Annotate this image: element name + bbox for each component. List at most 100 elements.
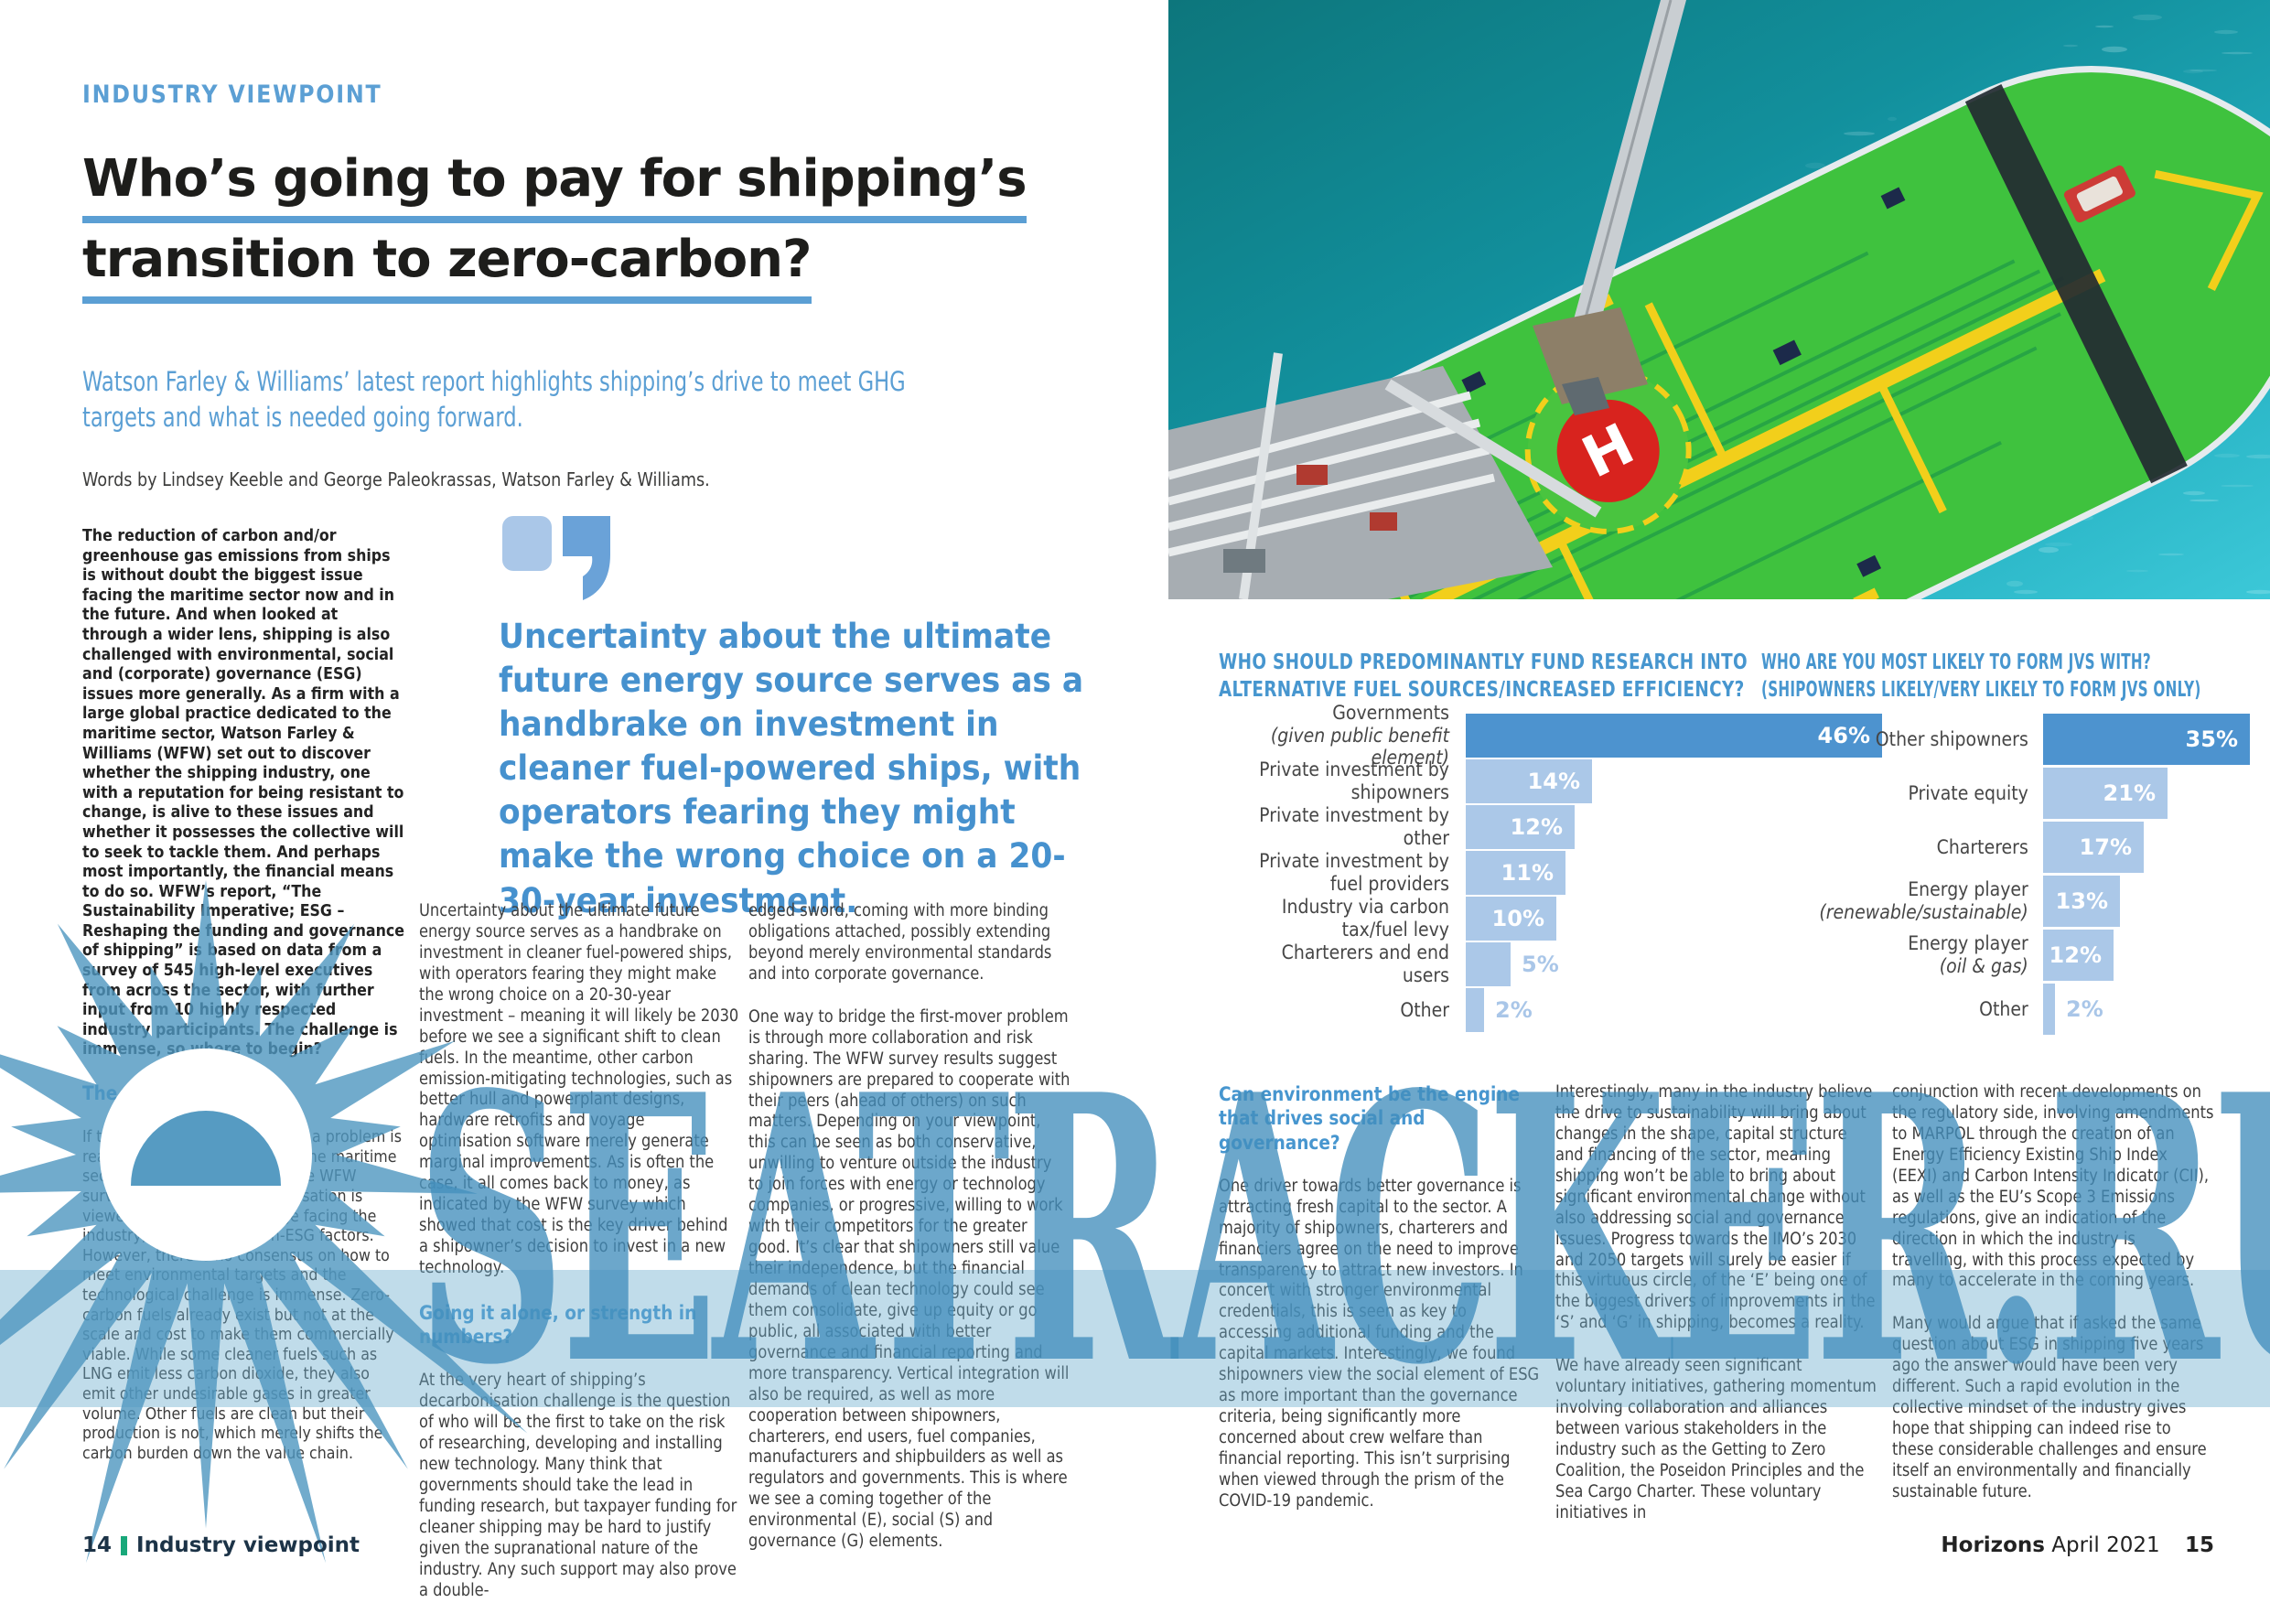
chart-row-label: Private investment by other bbox=[1259, 804, 1449, 849]
chart-title-line2: ALTERNATIVE FUEL SOURCES/INCREASED EFFIC… bbox=[1219, 677, 1745, 702]
chart-bar bbox=[2043, 984, 2055, 1035]
article-standfirst: Watson Farley & Williams’ latest report … bbox=[82, 366, 906, 433]
chart-row: Private investment by fuel providers 11% bbox=[1219, 850, 1914, 895]
quote-icon bbox=[502, 516, 610, 600]
paragraph: conjunction with recent developments on … bbox=[1892, 1082, 2214, 1291]
chart-title: WHO SHOULD PREDOMINANTLY FUND RESEARCH I… bbox=[1219, 650, 1775, 704]
chart-value-label: 12% bbox=[2049, 942, 2102, 968]
deck-dark-strip bbox=[1964, 83, 2188, 484]
paragraph: edged sword, coming with more binding ob… bbox=[748, 901, 1052, 984]
article-title: Who’s going to pay for shipping’s transi… bbox=[82, 154, 1027, 315]
chart-row: Private equity 21% bbox=[1761, 768, 2270, 819]
paragraph: One driver towards better governance is … bbox=[1219, 1176, 1540, 1511]
jetty bbox=[1533, 0, 1686, 415]
chart-rows: Governments (given public benefit elemen… bbox=[1219, 702, 1914, 1034]
chart-value-label: 12% bbox=[1510, 814, 1563, 840]
right-page-number: 15 bbox=[2184, 1533, 2214, 1557]
chart-title: WHO ARE YOU MOST LIKELY TO FORM JVS WITH… bbox=[1761, 650, 2200, 704]
chart-bar: 35% bbox=[2043, 714, 2250, 765]
chart-bar: 14% bbox=[1466, 759, 1592, 803]
paragraph: Many would argue that if asked the same … bbox=[1892, 1314, 2207, 1501]
chart-row: Industry via carbon tax/fuel levy 10% bbox=[1219, 896, 1914, 941]
chart-bar: 12% bbox=[1466, 805, 1575, 849]
chart-title-line2: (SHIPOWNERS LIKELY/VERY LIKELY TO FORM J… bbox=[1761, 677, 2201, 702]
bow-structure-roof bbox=[2076, 176, 2123, 212]
chart-value-label: 2% bbox=[1495, 997, 1533, 1023]
chart-form-jvs: WHO ARE YOU MOST LIKELY TO FORM JVS WITH… bbox=[1761, 650, 2270, 1043]
chart-bar: 21% bbox=[2043, 768, 2168, 819]
article-title-line1: Who’s going to pay for shipping’s bbox=[82, 154, 1027, 223]
watermark-text: SEATRACKER.RU bbox=[416, 1016, 2270, 1446]
chart-bar bbox=[1466, 942, 1511, 986]
chart-row: Charterers and end users 5% bbox=[1219, 941, 1914, 986]
chart-row-label: Energy player (renewable/sustainable) bbox=[1819, 878, 2028, 923]
body-column-5: Interestingly, many in the industry beli… bbox=[1555, 1082, 1877, 1546]
chart-row-label: Private investment by shipowners bbox=[1259, 758, 1449, 803]
chart-fund-research: WHO SHOULD PREDOMINANTLY FUND RESEARCH I… bbox=[1219, 650, 1914, 1043]
magazine-name: Horizons bbox=[1941, 1533, 2045, 1557]
ship-aerial-photo: H bbox=[1168, 0, 2270, 599]
chart-row: Private investment by other 12% bbox=[1219, 804, 1914, 849]
paragraph: Interestingly, many in the industry beli… bbox=[1555, 1082, 1876, 1333]
chart-bar: 13% bbox=[2043, 876, 2120, 927]
chart-title-line1: WHO SHOULD PREDOMINANTLY FUND RESEARCH I… bbox=[1219, 651, 1748, 674]
chart-row: Energy player (renewable/sustainable) 13% bbox=[1761, 876, 2270, 927]
chart-row: Charterers 17% bbox=[1761, 822, 2270, 873]
chart-value-label: 2% bbox=[2066, 996, 2103, 1022]
chart-row-label: Industry via carbon tax/fuel levy bbox=[1281, 896, 1449, 941]
chart-value-label: 13% bbox=[2055, 888, 2108, 914]
chart-value-label: 17% bbox=[2079, 834, 2132, 860]
chart-value-label: 14% bbox=[1527, 769, 1580, 794]
pull-quote: Uncertainty about the ultimate future en… bbox=[499, 617, 1084, 920]
chart-value-label: 46% bbox=[1817, 723, 1870, 748]
article-byline: Words by Lindsey Keeble and George Paleo… bbox=[82, 468, 710, 490]
left-footer-label: Industry viewpoint bbox=[136, 1533, 360, 1557]
chart-row-label: Private equity bbox=[1908, 781, 2028, 804]
right-footer: Horizons April 2021 15 bbox=[1941, 1533, 2214, 1557]
left-footer: 14 Industry viewpoint bbox=[82, 1533, 360, 1557]
footer-divider bbox=[121, 1536, 128, 1555]
chart-row-label: Charterers bbox=[1936, 835, 2028, 858]
chart-row-label: Other bbox=[1400, 998, 1449, 1021]
chart-bar: 11% bbox=[1466, 851, 1565, 895]
chart-bar: 12% bbox=[2043, 930, 2114, 981]
chart-row-label: Other bbox=[1979, 997, 2028, 1020]
body-column-4: Can environment be the engine that drive… bbox=[1219, 1082, 1541, 1534]
chart-row: Private investment by shipowners 14% bbox=[1219, 758, 1914, 803]
article-title-line2: transition to zero-carbon? bbox=[82, 234, 812, 304]
paragraph: We have already seen significant volunta… bbox=[1555, 1356, 1877, 1522]
chart-row: Energy player (oil & gas) 12% bbox=[1761, 930, 2270, 981]
chart-title-line1: WHO ARE YOU MOST LIKELY TO FORM JVS WITH… bbox=[1761, 651, 2151, 674]
chart-bar: 17% bbox=[2043, 822, 2144, 873]
chart-row: Governments (given public benefit elemen… bbox=[1219, 702, 1914, 769]
chart-value-label: 5% bbox=[1522, 952, 1559, 977]
chart-value-label: 21% bbox=[2103, 780, 2156, 806]
chart-row-label: Charterers and end users bbox=[1281, 941, 1449, 986]
chart-row-label: Private investment by fuel providers bbox=[1259, 850, 1449, 895]
body-column-3: edged sword, coming with more binding ob… bbox=[748, 901, 1070, 1575]
section-heading-environment-engine: Can environment be the engine that drive… bbox=[1219, 1083, 1520, 1154]
watermark-sun-icon bbox=[0, 880, 528, 1564]
chart-bar: 46% bbox=[1466, 714, 1882, 758]
section-eyebrow: INDUSTRY VIEWPOINT bbox=[82, 81, 382, 109]
chart-bar: 10% bbox=[1466, 897, 1556, 941]
chart-value-label: 10% bbox=[1491, 906, 1544, 931]
chart-value-label: 11% bbox=[1501, 860, 1554, 886]
chart-row: Other 2% bbox=[1219, 988, 1914, 1032]
loading-structure bbox=[1168, 352, 1602, 599]
chart-row-label: Other shipowners bbox=[1875, 727, 2028, 750]
paragraph: One way to bridge the first-mover proble… bbox=[748, 1006, 1070, 1552]
body-column-2: Uncertainty about the ultimate future en… bbox=[419, 901, 741, 1624]
chart-bar bbox=[1466, 988, 1484, 1032]
issue-date: April 2021 bbox=[2051, 1533, 2160, 1557]
chart-row-label: Governments (given public benefit elemen… bbox=[1270, 701, 1449, 769]
chart-row: Other 2% bbox=[1761, 984, 2270, 1035]
paragraph: Uncertainty about the ultimate future en… bbox=[419, 901, 739, 1277]
left-page-number: 14 bbox=[82, 1533, 113, 1557]
chart-value-label: 35% bbox=[2185, 726, 2238, 752]
body-column-6: conjunction with recent developments on … bbox=[1892, 1082, 2214, 1525]
section-heading-going-it-alone: Going it alone, or strength in numbers? bbox=[419, 1301, 697, 1349]
chart-row: Other shipowners 35% bbox=[1761, 714, 2270, 765]
chart-rows: Other shipowners 35% Private equity 21% Char… bbox=[1761, 714, 2270, 1038]
chart-row-label: Energy player (oil & gas) bbox=[1908, 932, 2028, 977]
